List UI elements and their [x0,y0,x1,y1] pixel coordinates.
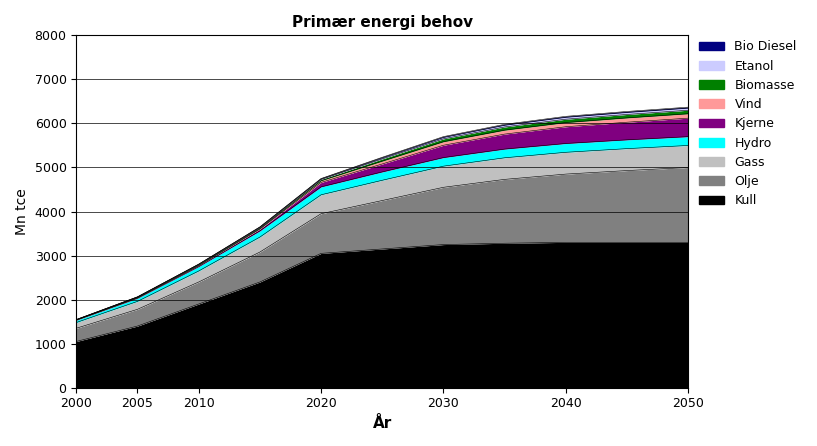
Y-axis label: Mn tce: Mn tce [15,188,29,235]
X-axis label: År: År [373,416,392,431]
Title: Primær energi behov: Primær energi behov [292,15,473,30]
Legend: Bio Diesel, Etanol, Biomasse, Vind, Kjerne, Hydro, Gass, Olje, Kull: Bio Diesel, Etanol, Biomasse, Vind, Kjer… [694,35,801,212]
